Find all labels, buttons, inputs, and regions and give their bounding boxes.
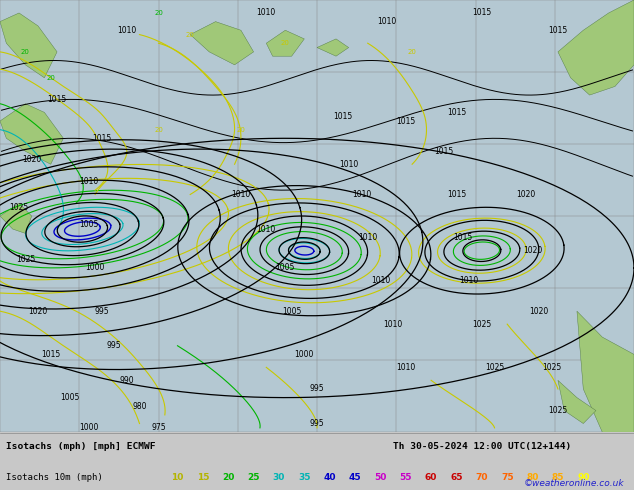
Text: 1015: 1015 — [548, 26, 567, 35]
Text: 1015: 1015 — [396, 117, 415, 125]
Text: 980: 980 — [133, 402, 146, 411]
Text: 1010: 1010 — [231, 190, 250, 199]
Text: 55: 55 — [399, 473, 412, 482]
Text: 995: 995 — [94, 307, 109, 316]
Text: 1010: 1010 — [460, 276, 479, 285]
Text: 1000: 1000 — [295, 350, 314, 359]
Text: 1025: 1025 — [10, 203, 29, 212]
Text: 975: 975 — [151, 423, 166, 432]
Text: 1005: 1005 — [282, 307, 301, 316]
Text: Isotachs (mph) [mph] ECMWF: Isotachs (mph) [mph] ECMWF — [6, 442, 156, 451]
Text: 1015: 1015 — [472, 8, 491, 18]
Text: 45: 45 — [349, 473, 361, 482]
Polygon shape — [190, 22, 254, 65]
Polygon shape — [0, 203, 32, 233]
Text: 20: 20 — [154, 10, 163, 16]
Text: 1000: 1000 — [86, 264, 105, 272]
Text: 1010: 1010 — [384, 319, 403, 329]
Text: 1015: 1015 — [447, 108, 466, 117]
Text: 1010: 1010 — [257, 8, 276, 18]
Text: 995: 995 — [107, 341, 122, 350]
Text: 1010: 1010 — [257, 224, 276, 234]
Text: 85: 85 — [552, 473, 564, 482]
Text: 20: 20 — [281, 40, 290, 46]
Text: 50: 50 — [374, 473, 387, 482]
Text: 995: 995 — [309, 385, 325, 393]
Text: 20: 20 — [222, 473, 235, 482]
Text: 35: 35 — [298, 473, 311, 482]
Text: 1020: 1020 — [29, 307, 48, 316]
Text: 1010: 1010 — [352, 190, 371, 199]
Text: 70: 70 — [476, 473, 488, 482]
Text: 1020: 1020 — [517, 190, 536, 199]
Text: Th 30-05-2024 12:00 UTC(12+144): Th 30-05-2024 12:00 UTC(12+144) — [393, 442, 571, 451]
Polygon shape — [317, 39, 349, 56]
Text: 990: 990 — [119, 376, 134, 385]
Text: 10: 10 — [171, 473, 184, 482]
Text: ©weatheronline.co.uk: ©weatheronline.co.uk — [524, 479, 624, 488]
Text: 1025: 1025 — [16, 255, 35, 264]
Text: 20: 20 — [408, 49, 417, 55]
Text: 1010: 1010 — [396, 363, 415, 372]
Text: 1010: 1010 — [377, 17, 396, 26]
Text: 40: 40 — [323, 473, 336, 482]
Text: 1015: 1015 — [48, 95, 67, 104]
Text: 1010: 1010 — [358, 233, 377, 242]
Text: 1010: 1010 — [117, 26, 136, 35]
Text: 65: 65 — [450, 473, 463, 482]
Text: 20: 20 — [21, 49, 30, 55]
Text: 1025: 1025 — [542, 363, 561, 372]
Text: 1015: 1015 — [41, 350, 60, 359]
Text: 1010: 1010 — [79, 177, 98, 186]
Text: 1020: 1020 — [529, 307, 548, 316]
Text: 20: 20 — [236, 126, 245, 133]
Text: 1005: 1005 — [60, 393, 79, 402]
Text: 1005: 1005 — [276, 264, 295, 272]
Text: 1020: 1020 — [22, 155, 41, 165]
Text: 90: 90 — [577, 473, 590, 482]
Text: 25: 25 — [247, 473, 260, 482]
Text: 1025: 1025 — [548, 406, 567, 415]
Text: 1015: 1015 — [333, 112, 352, 121]
Polygon shape — [558, 0, 634, 95]
Text: 1015: 1015 — [453, 233, 472, 242]
Text: 20: 20 — [186, 31, 195, 38]
Polygon shape — [0, 104, 63, 164]
Text: 30: 30 — [273, 473, 285, 482]
Text: 1000: 1000 — [79, 423, 98, 432]
Text: 1005: 1005 — [79, 220, 98, 229]
Text: 1025: 1025 — [472, 319, 491, 329]
Text: 20: 20 — [46, 75, 55, 81]
Text: 995: 995 — [309, 419, 325, 428]
Text: 1010: 1010 — [339, 160, 358, 169]
Polygon shape — [0, 13, 57, 78]
Text: 1010: 1010 — [371, 276, 390, 285]
Text: 1015: 1015 — [434, 147, 453, 156]
Text: 1015: 1015 — [92, 134, 111, 143]
Text: 20: 20 — [154, 126, 163, 133]
Polygon shape — [558, 380, 596, 423]
Text: Isotachs 10m (mph): Isotachs 10m (mph) — [6, 473, 103, 482]
Text: 1015: 1015 — [447, 190, 466, 199]
Text: 1025: 1025 — [485, 363, 504, 372]
Text: 75: 75 — [501, 473, 514, 482]
Polygon shape — [577, 311, 634, 432]
Text: 60: 60 — [425, 473, 437, 482]
Text: 15: 15 — [197, 473, 209, 482]
Text: 80: 80 — [526, 473, 539, 482]
Polygon shape — [266, 30, 304, 56]
Text: 1020: 1020 — [523, 246, 542, 255]
